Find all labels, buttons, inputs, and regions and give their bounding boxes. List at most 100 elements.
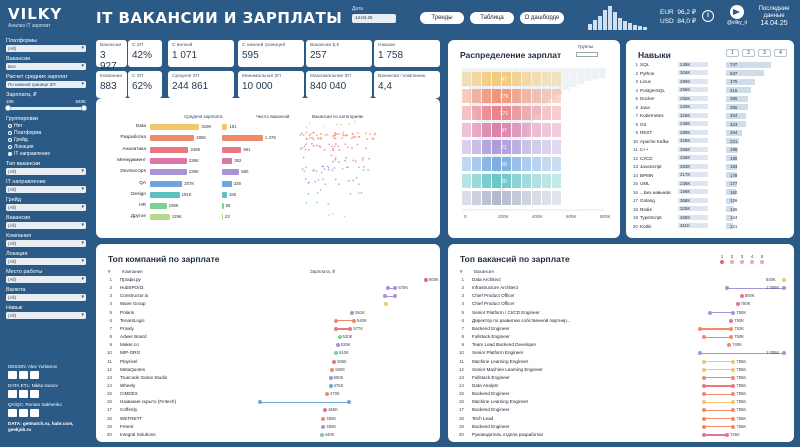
salary-dot-min[interactable]: [702, 400, 706, 405]
dist-cell[interactable]: [552, 72, 561, 86]
dist-cell[interactable]: [472, 106, 481, 120]
salary-bar[interactable]: [150, 214, 170, 221]
telegram-link[interactable]: @vilky_it: [726, 5, 748, 26]
dist-cell[interactable]: [482, 123, 491, 137]
salary-dot-min[interactable]: [337, 335, 342, 340]
dist-cell[interactable]: [522, 89, 531, 103]
company-name[interactable]: Maker.co: [120, 342, 139, 348]
dist-cell[interactable]: [462, 174, 471, 188]
vacancy-name[interactable]: Backend Engineer: [472, 423, 510, 429]
dist-cell[interactable]: [552, 157, 561, 171]
company-name[interactable]: Playrixel: [120, 358, 138, 364]
skill-count-bar[interactable]: [726, 138, 740, 144]
skill-name[interactable]: Kotlin: [640, 223, 652, 229]
skill-name[interactable]: ...Без навыков: [640, 189, 671, 195]
salary-dot-min[interactable]: [725, 286, 730, 291]
salary-dot-max[interactable]: [346, 400, 351, 405]
group-radio[interactable]: Локация: [8, 144, 86, 150]
skill-count-bar[interactable]: [726, 214, 734, 221]
salary-dot-max[interactable]: [731, 383, 736, 388]
salary-dot-max[interactable]: [729, 335, 734, 340]
vacancy-name[interactable]: Fullstack Engineer: [472, 334, 510, 340]
salary-slider[interactable]: [5, 105, 87, 111]
company-name[interactable]: CIMDEX: [120, 391, 138, 397]
dist-cell[interactable]: [502, 140, 511, 154]
dist-cell[interactable]: [462, 191, 471, 205]
dist-cell[interactable]: [512, 72, 521, 86]
dist-cell[interactable]: [472, 174, 481, 188]
salary-dot-min[interactable]: [702, 335, 706, 340]
salary-dot-min[interactable]: [334, 326, 338, 331]
company-select[interactable]: (All): [6, 240, 86, 247]
skill-count-bar[interactable]: [726, 223, 734, 229]
dist-cell[interactable]: [462, 89, 471, 103]
count-bar[interactable]: [222, 135, 264, 142]
dist-cell[interactable]: [532, 89, 541, 103]
currency-select[interactable]: (All): [6, 294, 86, 301]
dist-cell[interactable]: [492, 157, 501, 171]
dist-cell[interactable]: [512, 157, 521, 171]
dist-cell[interactable]: [542, 89, 551, 103]
dist-cell[interactable]: [512, 191, 521, 205]
dist-cell[interactable]: [522, 157, 531, 171]
dist-cell[interactable]: [482, 157, 491, 171]
dist-cell[interactable]: [502, 191, 511, 205]
company-name[interactable]: Wave Group: [120, 301, 146, 307]
dist-cell[interactable]: [472, 72, 481, 86]
twitter-icon[interactable]: [30, 371, 39, 379]
salary-dot-max[interactable]: [348, 326, 353, 331]
salary-dot-min[interactable]: [330, 367, 335, 372]
dist-cell[interactable]: [472, 157, 481, 171]
count-bar[interactable]: [222, 169, 240, 176]
salary-dot-max[interactable]: [731, 367, 736, 372]
skill-count-bar[interactable]: [726, 70, 765, 76]
dist-cell[interactable]: [552, 106, 561, 120]
salary-dot-max[interactable]: [731, 408, 736, 413]
dist-cell[interactable]: [542, 106, 551, 120]
slider-handle[interactable]: [81, 105, 87, 111]
salary-dot-max[interactable]: [731, 392, 736, 397]
salary-dot-min[interactable]: [702, 432, 706, 437]
salary-dot-min[interactable]: [727, 343, 732, 348]
dist-cell[interactable]: [542, 157, 551, 171]
dist-cell[interactable]: [502, 72, 511, 86]
company-name[interactable]: Название скрыто (Fintech): [120, 399, 176, 405]
salary-dot-min[interactable]: [697, 351, 702, 356]
page-button[interactable]: 3: [758, 49, 771, 57]
skill-name[interactable]: PostgreSQL: [640, 87, 666, 93]
skill-name[interactable]: UML: [640, 181, 650, 186]
linkedin-icon[interactable]: [8, 409, 17, 417]
type-select[interactable]: (All): [6, 168, 86, 175]
skill-name[interactable]: Python: [640, 70, 655, 76]
dist-cell[interactable]: [522, 174, 531, 188]
salary-dot-min[interactable]: [702, 375, 706, 380]
salary-bar[interactable]: [150, 146, 189, 153]
salary-dot-min[interactable]: [702, 408, 706, 413]
vacancy-name[interactable]: Backend Engineer: [472, 407, 510, 413]
about-button[interactable]: О дашборде: [520, 12, 564, 24]
salary-dot-min[interactable]: [319, 432, 324, 437]
skill-count-bar[interactable]: [726, 87, 752, 93]
skill-name[interactable]: Java: [640, 104, 650, 110]
dist-cell[interactable]: [552, 191, 561, 205]
vacancy-name[interactable]: Senior Machine Learning Engineer: [472, 366, 543, 372]
telegram-icon[interactable]: [19, 371, 28, 379]
salary-dot-min[interactable]: [702, 392, 706, 397]
direction-select[interactable]: (All): [6, 186, 86, 193]
salary-dot-min[interactable]: [739, 294, 744, 299]
skill-count-bar[interactable]: [726, 189, 736, 195]
dist-cell[interactable]: [472, 89, 481, 103]
salary-bar[interactable]: [150, 191, 180, 198]
dist-cell[interactable]: [472, 191, 481, 205]
dist-cell[interactable]: [502, 106, 511, 120]
salary-bar[interactable]: [150, 135, 195, 142]
location-select[interactable]: (All): [6, 258, 86, 265]
dist-cell[interactable]: [492, 106, 501, 120]
dist-cell[interactable]: [542, 191, 551, 205]
dist-cell[interactable]: [542, 140, 551, 154]
twitter-icon[interactable]: [30, 409, 39, 417]
salary-dot-min[interactable]: [424, 278, 428, 282]
salary-bar[interactable]: [150, 157, 187, 164]
telegram-icon[interactable]: [19, 390, 28, 398]
salary-dot-min[interactable]: [384, 302, 389, 307]
